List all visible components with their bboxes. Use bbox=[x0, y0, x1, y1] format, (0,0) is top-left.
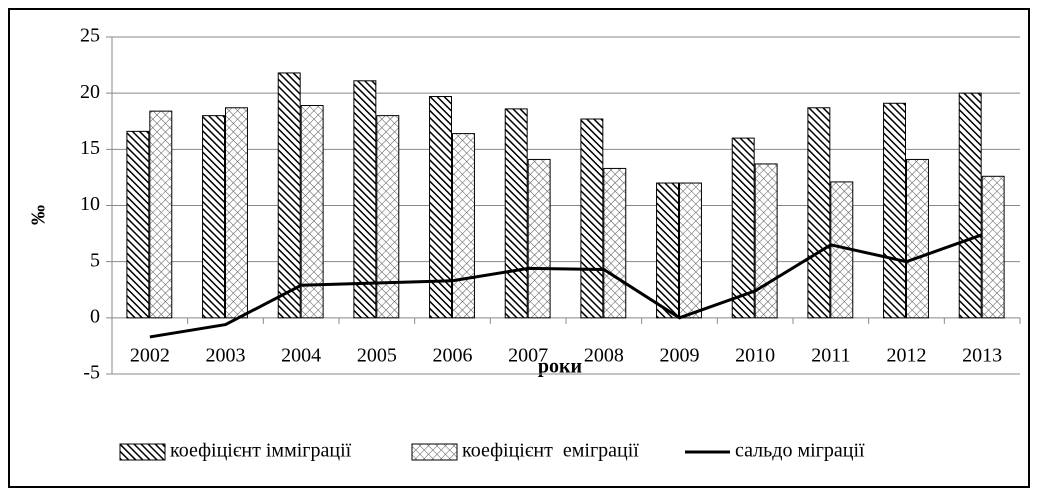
bar bbox=[679, 182, 702, 319]
bar bbox=[906, 158, 929, 319]
legend-swatch bbox=[119, 443, 166, 461]
x-tick-label: 2013 bbox=[962, 344, 1002, 366]
x-axis-title: роки bbox=[538, 356, 582, 378]
y-axis-title: ‰ bbox=[28, 205, 50, 225]
legend-label: коефіцієнт еміграції bbox=[462, 440, 639, 462]
x-tick-label: 2008 bbox=[584, 344, 624, 366]
line bbox=[149, 233, 983, 339]
x-tick-label: 2003 bbox=[206, 344, 246, 366]
bar bbox=[580, 118, 604, 319]
legend-swatch bbox=[411, 443, 458, 461]
bar bbox=[807, 107, 831, 319]
y-tick-label: 15 bbox=[80, 137, 100, 159]
x-tick-label: 2009 bbox=[660, 344, 700, 366]
x-tick-label: 2011 bbox=[811, 344, 850, 366]
bar bbox=[883, 102, 906, 319]
x-tick-label: 2002 bbox=[130, 344, 170, 366]
y-tick-label: -5 bbox=[83, 362, 100, 384]
bar bbox=[958, 92, 982, 319]
bar bbox=[429, 96, 453, 319]
y-tick-label: 25 bbox=[80, 25, 100, 47]
bar bbox=[527, 158, 551, 319]
legend-label: коефіцієнт імміграції bbox=[170, 440, 352, 462]
bar bbox=[202, 115, 226, 319]
bar bbox=[376, 115, 400, 319]
bar bbox=[149, 110, 173, 319]
bar bbox=[452, 133, 475, 319]
bar bbox=[353, 80, 377, 319]
bar bbox=[277, 72, 301, 319]
bar bbox=[504, 108, 528, 319]
y-tick-label: 10 bbox=[80, 193, 100, 215]
bar bbox=[656, 182, 679, 319]
bar bbox=[754, 163, 778, 319]
bar bbox=[603, 167, 627, 319]
bar bbox=[981, 175, 1005, 319]
frame bbox=[8, 8, 1030, 488]
y-tick-label: 20 bbox=[80, 81, 100, 103]
bar bbox=[126, 130, 150, 319]
x-tick-label: 2006 bbox=[433, 344, 473, 366]
legend-label: сальдо міграції bbox=[735, 440, 865, 462]
bar bbox=[225, 107, 248, 319]
x-tick-label: 2010 bbox=[735, 344, 775, 366]
x-tick-label: 2012 bbox=[887, 344, 927, 366]
x-tick-label: 2005 bbox=[357, 344, 397, 366]
x-tick-label: 2004 bbox=[281, 344, 321, 366]
bar bbox=[300, 105, 324, 319]
y-tick-label: 0 bbox=[90, 305, 100, 327]
y-tick-label: 5 bbox=[90, 249, 100, 271]
bar bbox=[731, 137, 755, 319]
x-tick-label: 2007 bbox=[508, 344, 548, 366]
